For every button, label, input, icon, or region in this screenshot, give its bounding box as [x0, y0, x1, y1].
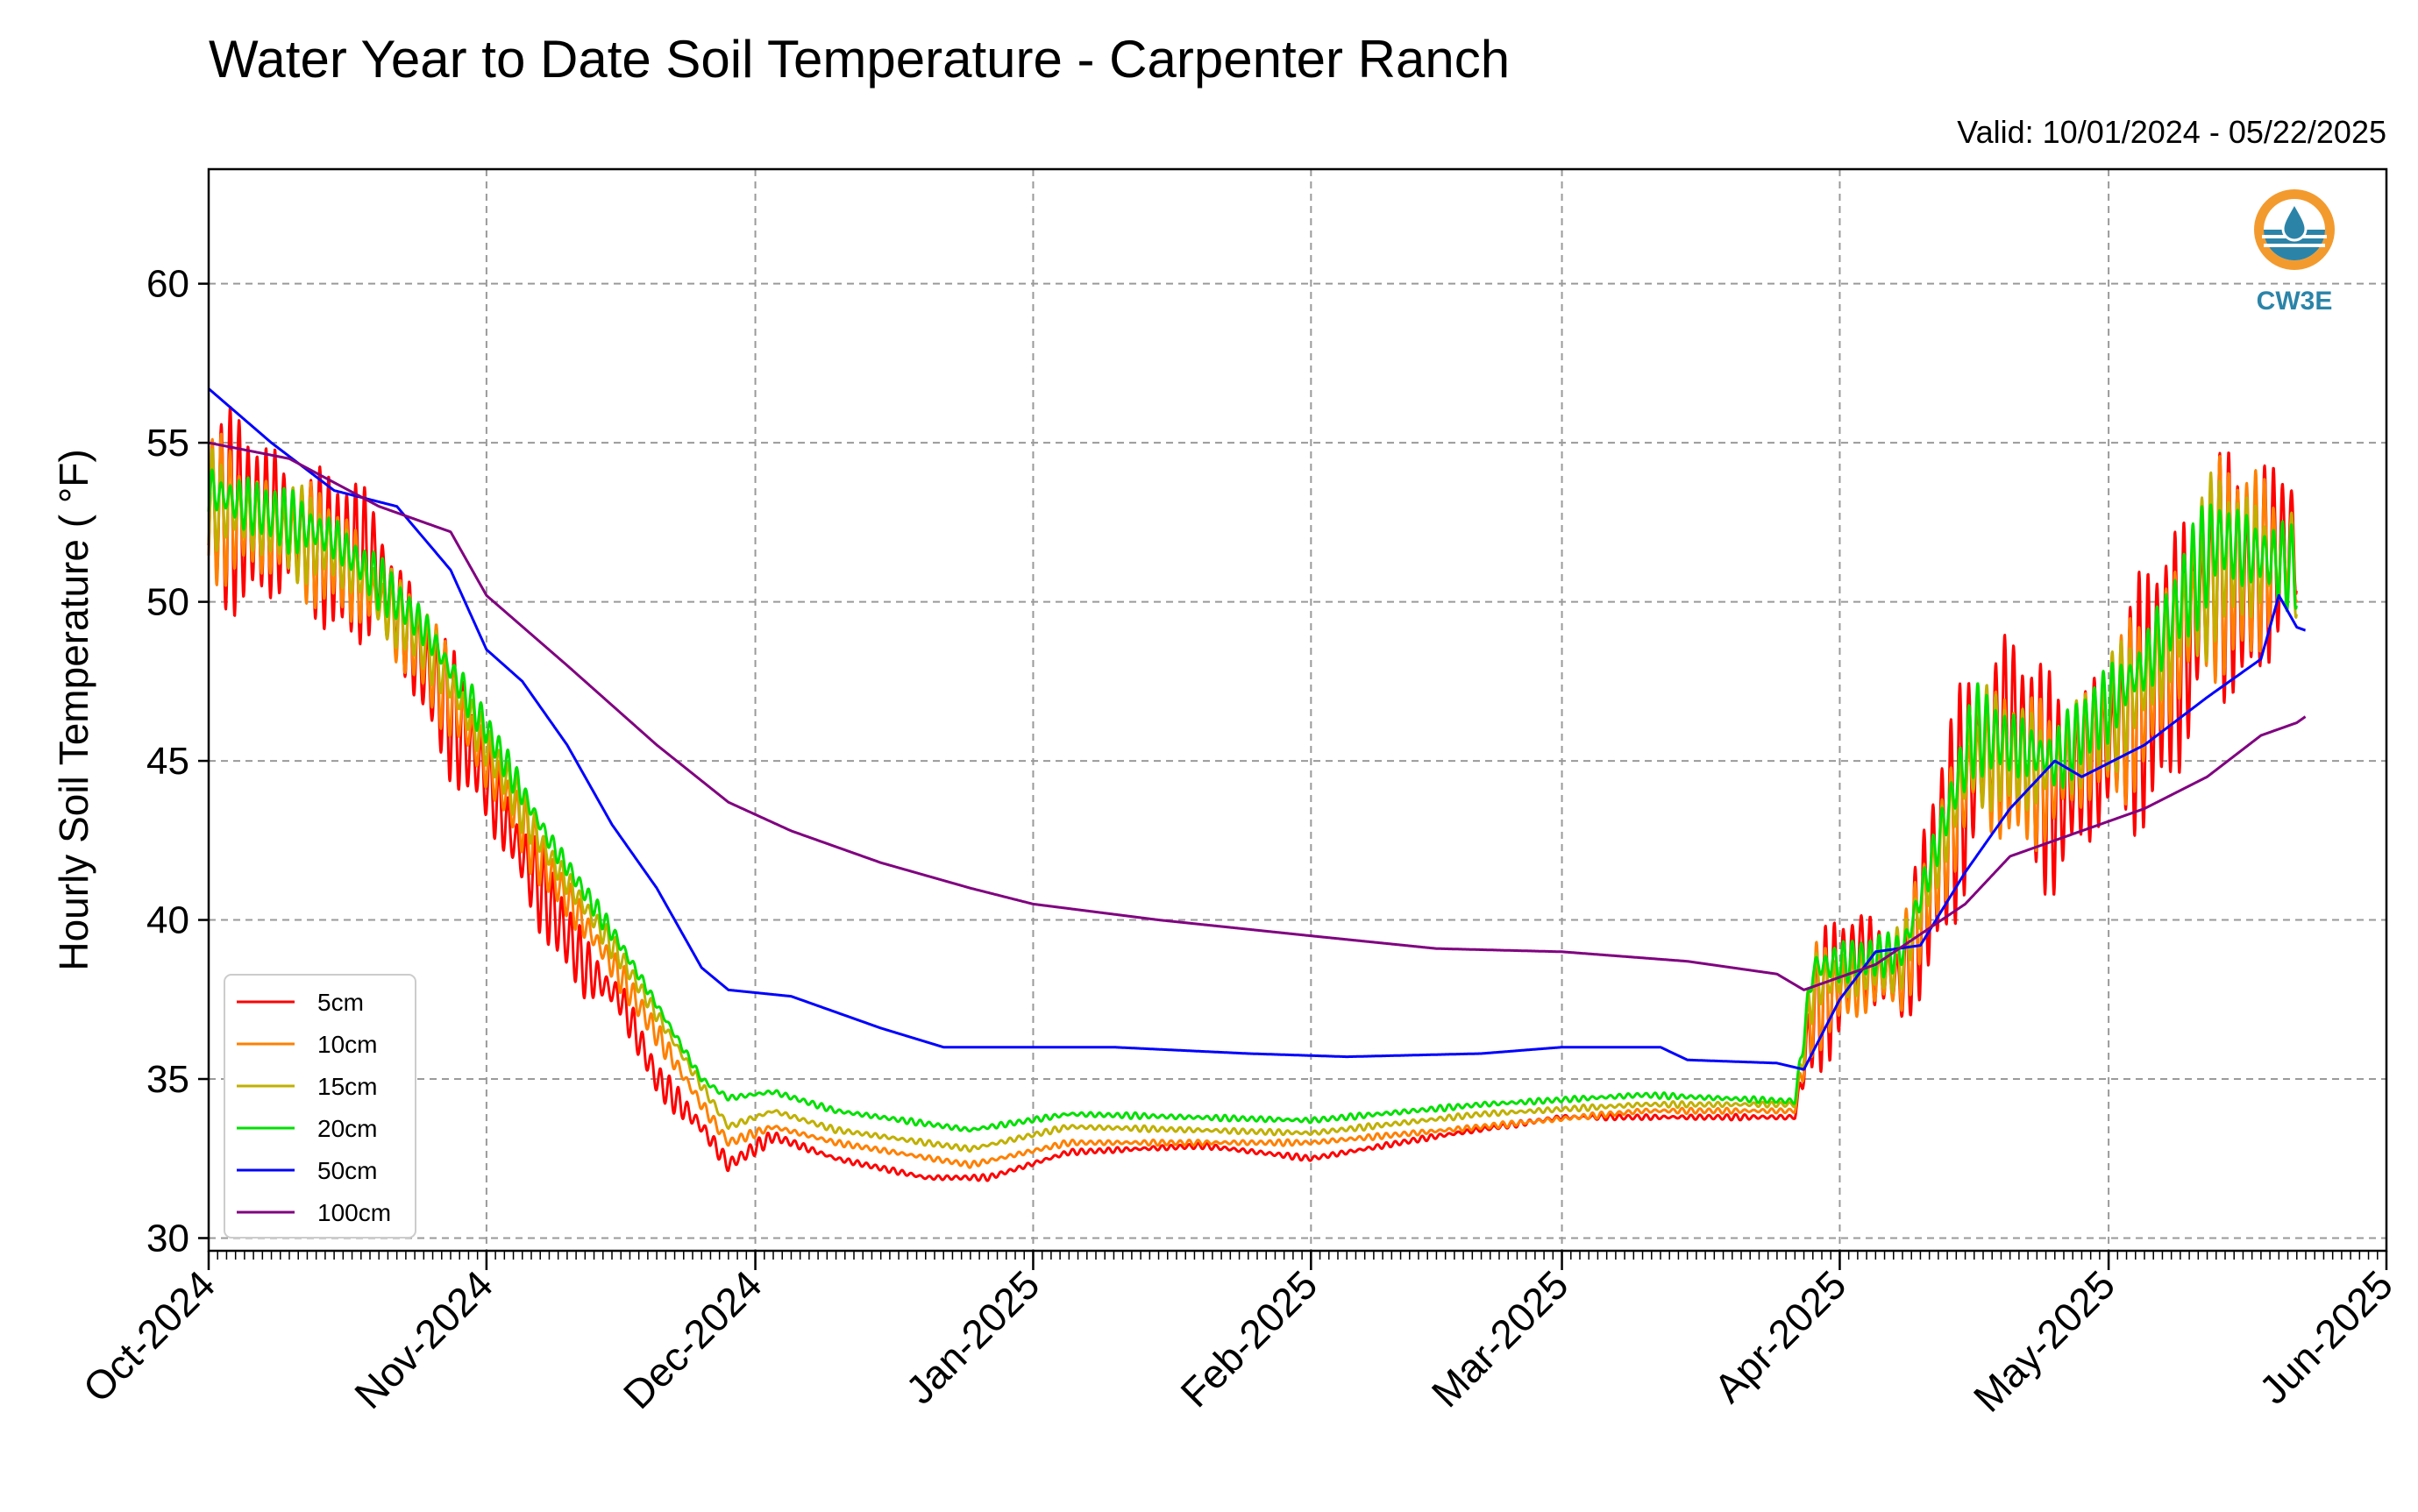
y-tick-label: 35 — [146, 1058, 189, 1101]
legend-label-5cm: 5cm — [317, 989, 364, 1016]
x-tick-label: Jun-2025 — [2251, 1261, 2401, 1412]
x-tick-label: Feb-2025 — [1171, 1261, 1326, 1416]
logo-wave-line — [2264, 244, 2325, 247]
y-axis-label: Hourly Soil Temperature ( °F) — [51, 449, 96, 970]
x-tick-label: Nov-2024 — [345, 1261, 501, 1417]
legend: 5cm 10cm 15cm 20cm 50cm 100cm — [224, 974, 416, 1239]
y-tick-label: 50 — [146, 581, 189, 624]
x-axis: Oct-2024 Nov-2024 Dec-2024 Jan-2025 Feb-2025… — [75, 1251, 2401, 1421]
legend-label-50cm: 50cm — [317, 1157, 377, 1184]
y-axis: 30 35 40 45 50 55 60 — [146, 263, 209, 1260]
chart-title: Water Year to Date Soil Temperature - Ca… — [209, 30, 1510, 89]
x-tick-label: Apr-2025 — [1705, 1261, 1855, 1411]
data-series — [207, 387, 2307, 1182]
plot-frame — [207, 167, 2388, 1253]
x-tick-label: Dec-2024 — [615, 1261, 771, 1417]
logo-droplet-icon — [2281, 200, 2308, 242]
cw3e-logo: CW3E — [2254, 189, 2335, 316]
y-tick-label: 60 — [146, 263, 189, 306]
series-line-50cm — [207, 387, 2307, 1071]
y-tick-label: 55 — [146, 422, 189, 465]
legend-box — [224, 974, 416, 1239]
x-tick-label: Mar-2025 — [1423, 1261, 1577, 1416]
x-tick-label: Oct-2024 — [75, 1261, 224, 1411]
y-tick-label: 45 — [146, 740, 189, 783]
legend-label-100cm: 100cm — [317, 1199, 391, 1226]
series-line-20cm — [207, 468, 2298, 1132]
logo-text: CW3E — [2257, 287, 2333, 316]
valid-date-range: Valid: 10/01/2024 - 05/22/2025 — [1957, 114, 2386, 150]
legend-label-15cm: 15cm — [317, 1073, 377, 1100]
x-tick-label: Jan-2025 — [897, 1261, 1048, 1412]
y-tick-label: 40 — [146, 899, 189, 942]
y-tick-label: 30 — [146, 1217, 189, 1260]
series-line-100cm — [207, 441, 2307, 991]
legend-label-20cm: 20cm — [317, 1115, 377, 1142]
legend-label-10cm: 10cm — [317, 1031, 377, 1058]
x-tick-label: May-2025 — [1965, 1261, 2123, 1420]
